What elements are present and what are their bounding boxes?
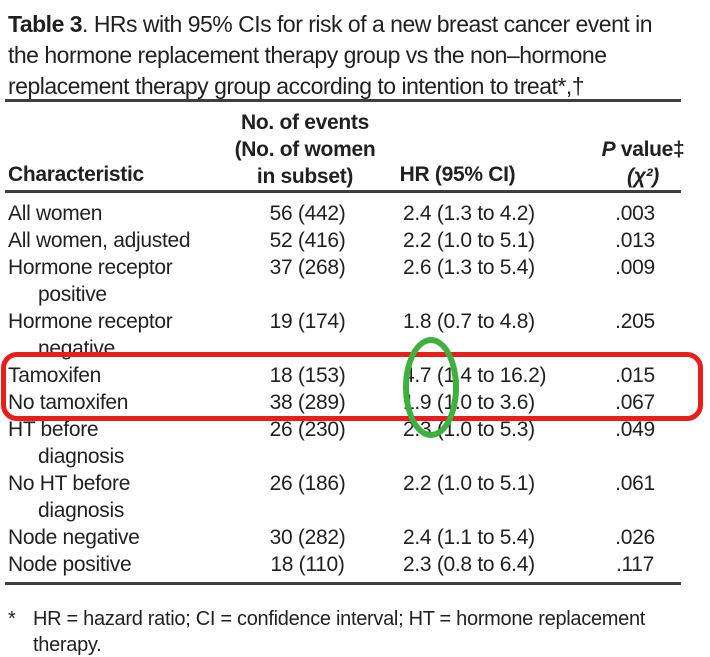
cell-characteristic-wrap: diagnosis <box>38 445 125 468</box>
cell-events: 26 (186) <box>269 472 346 495</box>
cell-events: 26 (230) <box>269 418 346 441</box>
cell-events: 37 (268) <box>269 256 346 279</box>
table-row: All women, adjusted 52 (416) 2.2 (1.0 to… <box>0 229 710 256</box>
cell-characteristic: Hormone receptor <box>8 310 173 333</box>
table-row-continuation: negative <box>0 337 710 364</box>
table-row-continuation: positive <box>0 283 710 310</box>
footnote-marker: * <box>8 608 16 630</box>
table-row-continuation: diagnosis <box>0 445 710 472</box>
cell-events: 56 (442) <box>269 202 346 225</box>
cell-hr: 2.4 (1.1 to 5.4) <box>403 526 535 549</box>
cell-events: 30 (282) <box>269 526 346 549</box>
cell-characteristic-wrap: positive <box>38 283 107 306</box>
footnote-text: HR = hazard ratio; CI = confidence inter… <box>33 606 683 657</box>
cell-characteristic: Tamoxifen <box>8 364 102 387</box>
table-row-tamoxifen: Tamoxifen 18 (153) 4.7 (1.4 to 16.2) .01… <box>0 364 710 391</box>
cell-hr: 2.2 (1.0 to 5.1) <box>403 229 535 252</box>
footnote-line-1: HR = hazard ratio; CI = confidence inter… <box>33 608 646 630</box>
cell-characteristic: All women, adjusted <box>8 229 191 252</box>
cell-p: .061 <box>615 472 655 495</box>
cell-events: 38 (289) <box>269 391 346 414</box>
header-no-of-events: No. of events (No. of women in subset) <box>225 109 385 190</box>
cell-events: 19 (174) <box>269 310 346 333</box>
cell-characteristic: Node positive <box>8 553 132 576</box>
table-row: Node positive 18 (110) 2.3 (0.8 to 6.4) … <box>0 553 710 580</box>
cell-p: .003 <box>615 202 655 225</box>
cell-hr: 2.6 (1.3 to 5.4) <box>403 256 535 279</box>
cell-hr: 2.3 (1.0 to 5.3) <box>403 418 535 441</box>
table-top-rule <box>5 99 681 102</box>
table-row: HT before 26 (230) 2.3 (1.0 to 5.3) .049 <box>0 418 710 445</box>
cell-hr: 4.7 (1.4 to 16.2) <box>403 364 547 387</box>
cell-characteristic-wrap: diagnosis <box>38 499 125 522</box>
caption-line-2: the hormone replacement therapy group vs… <box>8 42 607 68</box>
table-header-rule <box>5 190 681 193</box>
header-no-of-events-line2: (No. of women <box>234 138 376 161</box>
header-hr-ci: HR (95% CI) <box>399 163 516 186</box>
cell-hr: 2.3 (0.8 to 6.4) <box>403 553 535 576</box>
header-no-of-events-line1: No. of events <box>241 111 369 134</box>
header-characteristic: Characteristic <box>8 163 144 186</box>
table-body: All women 56 (442) 2.4 (1.3 to 4.2) .003… <box>0 202 710 580</box>
cell-characteristic-wrap: negative <box>38 337 115 360</box>
table-row-no-tamoxifen: No tamoxifen 38 (289) 1.9 (1.0 to 3.6) .… <box>0 391 710 418</box>
caption-line-1: Table 3. HRs with 95% CIs for risk of a … <box>8 9 688 40</box>
cell-events: 18 (153) <box>269 364 346 387</box>
caption-line-1-text: . HRs with 95% CIs for risk of a new bre… <box>82 11 653 37</box>
cell-events: 18 (110) <box>270 553 345 576</box>
table-row: Hormone receptor 37 (268) 2.6 (1.3 to 5.… <box>0 256 710 283</box>
table-bottom-rule <box>5 582 681 585</box>
table-row: Hormone receptor 19 (174) 1.8 (0.7 to 4.… <box>0 310 710 337</box>
caption-line-3: replacement therapy group according to i… <box>8 73 585 99</box>
cell-p: .205 <box>615 310 655 333</box>
cell-p: .009 <box>615 256 655 279</box>
table-row-continuation: diagnosis <box>0 499 710 526</box>
table-row: All women 56 (442) 2.4 (1.3 to 4.2) .003 <box>0 202 710 229</box>
cell-p: .117 <box>615 553 655 576</box>
table-caption: Table 3. HRs with 95% CIs for risk of a … <box>8 9 688 102</box>
cell-hr: 1.9 (1.0 to 3.6) <box>403 391 535 414</box>
cell-characteristic: Hormone receptor <box>8 256 173 279</box>
cell-p: .067 <box>615 391 655 414</box>
p-value-rest: value‡ <box>615 138 685 161</box>
table-row: Node negative 30 (282) 2.4 (1.1 to 5.4) … <box>0 526 710 553</box>
table-number-label: Table 3 <box>8 11 83 37</box>
cell-p: .013 <box>615 229 655 252</box>
cell-characteristic: HT before <box>8 418 99 441</box>
header-p-value-line1: P value‡ <box>598 136 688 163</box>
header-p-value: P value‡ (χ²) <box>598 136 688 190</box>
cell-hr: 2.4 (1.3 to 4.2) <box>403 202 535 225</box>
footnote-line-2: therapy. <box>33 634 102 656</box>
cell-events: 52 (416) <box>269 229 346 252</box>
cell-p: .049 <box>615 418 655 441</box>
cell-characteristic: Node negative <box>8 526 140 549</box>
cell-characteristic: No HT before <box>8 472 131 495</box>
cell-p: .015 <box>615 364 655 387</box>
header-chi-square: (χ²) <box>627 165 659 188</box>
table-row: No HT before 26 (186) 2.2 (1.0 to 5.1) .… <box>0 472 710 499</box>
cell-hr: 2.2 (1.0 to 5.1) <box>403 472 535 495</box>
cell-characteristic: All women <box>8 202 103 225</box>
header-no-of-events-line3: in subset) <box>256 165 354 188</box>
cell-p: .026 <box>615 526 655 549</box>
cell-hr: 1.8 (0.7 to 4.8) <box>403 310 535 333</box>
p-italic: P <box>601 138 616 161</box>
cell-characteristic: No tamoxifen <box>8 391 129 414</box>
